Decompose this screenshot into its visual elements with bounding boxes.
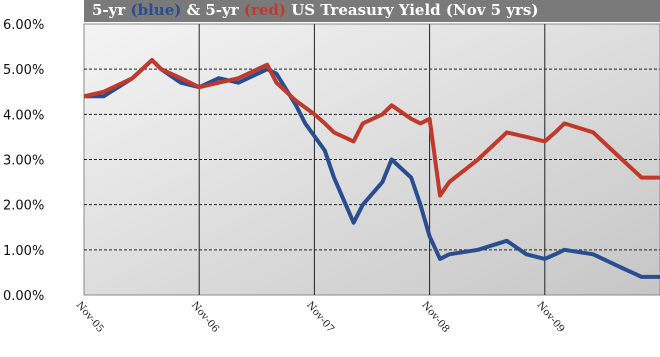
y-tick-label: 6.00% — [3, 18, 44, 33]
grid-lines — [84, 24, 660, 295]
title-segment: 5-yr — [92, 1, 131, 19]
x-tick-label: Nov-06 — [189, 300, 221, 335]
title-segment: US Treasury Yield (Nov 5 yrs) — [286, 1, 538, 19]
series-lines — [84, 58, 660, 279]
title-background — [84, 0, 660, 22]
y-tick-label: 5.00% — [3, 63, 44, 78]
series-line-blue — [84, 58, 660, 279]
y-tick-label: 4.00% — [3, 108, 44, 123]
title-segment: (red) — [244, 1, 286, 19]
y-tick-label: 2.00% — [3, 199, 44, 214]
series-line-red — [84, 58, 660, 198]
title-segment: & 5-yr — [181, 1, 244, 19]
x-tick-label: Nov-05 — [74, 300, 106, 335]
y-tick-label: 0.00% — [3, 289, 44, 304]
title-segment: (blue) — [131, 1, 182, 19]
x-tick-label: Nov-09 — [535, 300, 567, 335]
x-tick-label: Nov-08 — [419, 300, 451, 335]
x-tick-label: Nov-07 — [304, 300, 336, 335]
y-axis-ticks: 0.00% 1.00% 2.00% 3.00% 4.00% 5.00% 6.00% — [3, 18, 44, 304]
x-axis-ticks: Nov-05 Nov-06 Nov-07 Nov-08 Nov-09 — [74, 300, 567, 335]
chart-title: 5-yr (blue) & 5-yr (red) US Treasury Yie… — [92, 1, 538, 19]
y-tick-label: 1.00% — [3, 244, 44, 259]
y-tick-label: 3.00% — [3, 154, 44, 169]
